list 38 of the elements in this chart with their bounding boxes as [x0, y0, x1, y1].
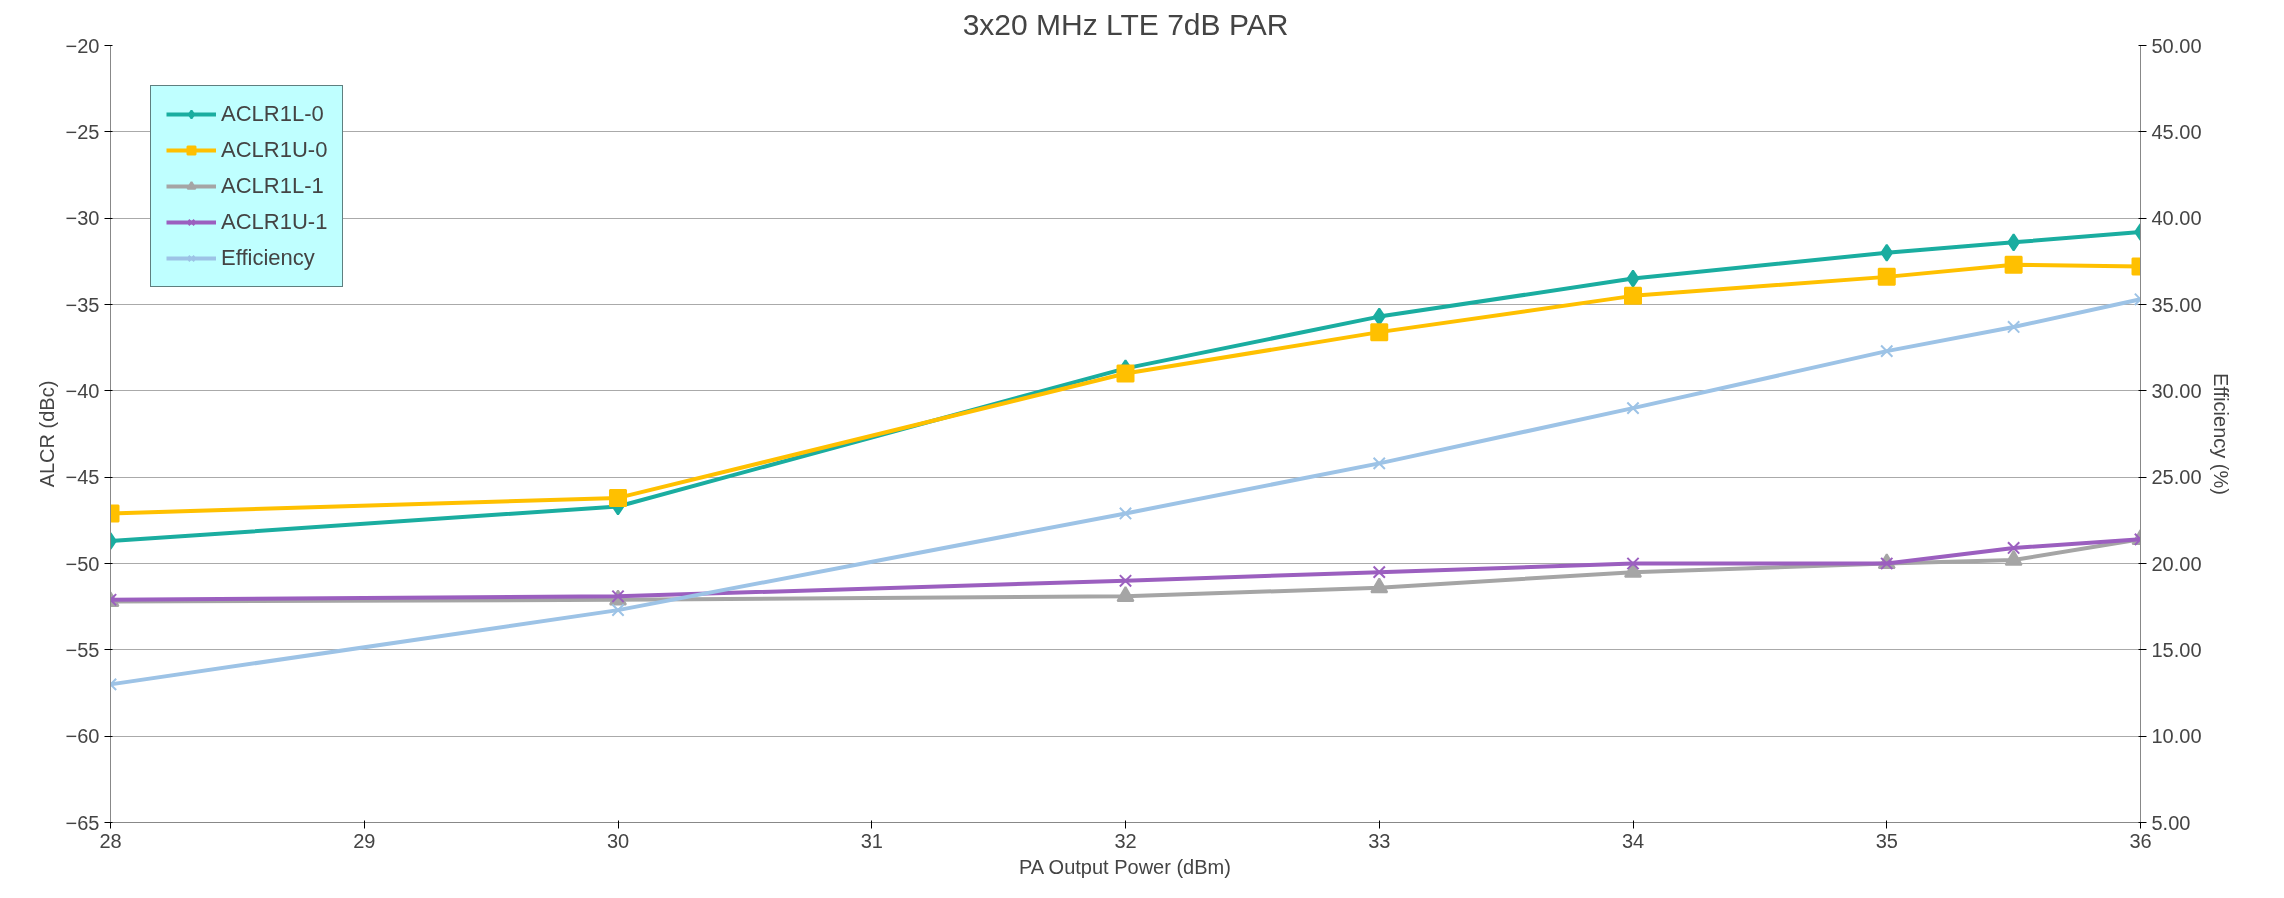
y-tick-label: −50 — [65, 552, 100, 575]
y2-tick-label: 5.00 — [2151, 811, 2191, 834]
legend-label: ACLR1L-0 — [221, 101, 324, 127]
y2-tick-label: 30.00 — [2151, 379, 2202, 402]
y-tick-label: −20 — [65, 34, 100, 57]
chart-title: 3x20 MHz LTE 7dB PAR — [962, 7, 1289, 41]
y2-tick-label: 45.00 — [2151, 120, 2202, 143]
legend-label: Efficiency — [221, 245, 315, 271]
legend-label: ACLR1L-1 — [221, 173, 324, 199]
y2-tick-label: 50.00 — [2151, 34, 2202, 57]
x-tick-label: 31 — [860, 829, 883, 852]
y-tick-label: −55 — [65, 638, 100, 661]
x-tick-label: 36 — [2129, 829, 2152, 852]
x-tick-label: 33 — [1368, 829, 1391, 852]
y-tick-label: −25 — [65, 120, 100, 143]
y-tick-label: −60 — [65, 725, 100, 748]
x-tick-label: 30 — [606, 829, 630, 852]
y2-tick-label: 15.00 — [2151, 638, 2202, 661]
y2-tick-label: 35.00 — [2151, 293, 2202, 316]
y2-tick-label: 40.00 — [2151, 207, 2202, 230]
y-tick-label: −45 — [65, 466, 100, 489]
legend-label: ACLR1U-0 — [221, 137, 328, 163]
y2-axis-title: Efficiency (%) — [2209, 373, 2232, 495]
x-tick-label: 29 — [353, 829, 376, 852]
x-tick-label: 35 — [1875, 829, 1898, 852]
y-tick-label: −35 — [65, 293, 100, 316]
y2-tick-label: 10.00 — [2151, 725, 2202, 748]
legend-label: ACLR1U-1 — [221, 209, 328, 235]
y2-tick-label: 20.00 — [2151, 552, 2202, 575]
y-tick-label: −40 — [65, 379, 100, 402]
y2-tick-label: 25.00 — [2151, 466, 2202, 489]
x-tick-label: 28 — [99, 829, 122, 852]
x-tick-label: 32 — [1114, 829, 1137, 852]
y-axis-title: ALCR (dBc) — [35, 380, 58, 488]
x-axis-title: PA Output Power (dBm) — [1018, 855, 1231, 878]
x-tick-label: 34 — [1621, 829, 1645, 852]
y-tick-label: −30 — [65, 207, 100, 230]
y-tick-label: −65 — [65, 811, 100, 834]
